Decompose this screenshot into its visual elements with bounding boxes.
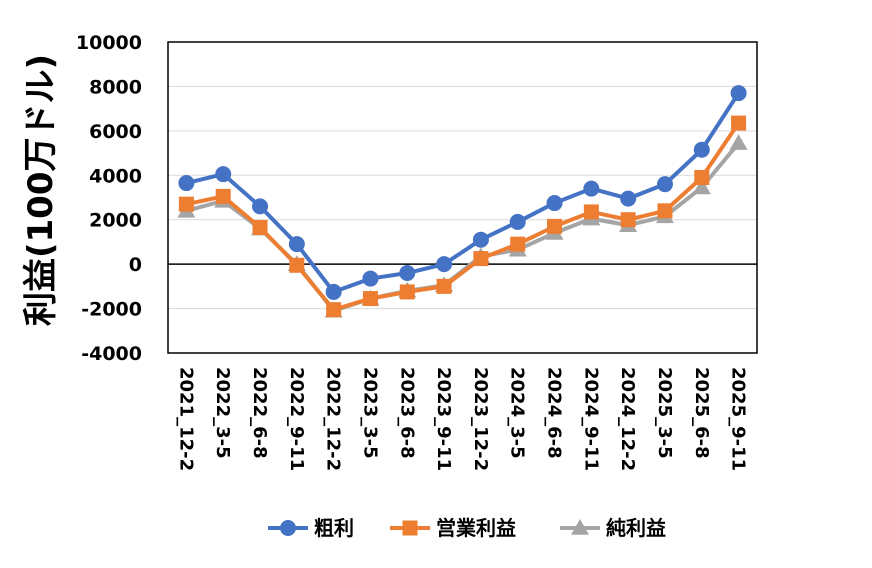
x-tick-label: 2022_9-11 [286,367,307,471]
data-point [215,188,231,204]
series-0 [178,85,747,300]
y-tick-label: 2000 [89,210,142,232]
data-point [326,302,342,318]
data-point [509,213,526,230]
data-point [583,180,600,197]
y-tick-label: 6000 [89,121,142,143]
series-line [185,121,741,312]
data-point [288,236,305,253]
y-tick-label: 8000 [89,76,142,98]
legend-label: 営業利益 [436,516,516,540]
x-tick-label: 2024_12-2 [617,367,638,471]
data-point [694,170,710,186]
x-tick-label: 2023_6-8 [396,367,417,459]
x-tick-label: 2022_12-2 [323,367,344,471]
plot-area-border [167,41,758,354]
data-point [583,204,599,220]
x-tick-label: 2021_12-2 [175,367,196,471]
y-axis-label: 利益(100万ドル) [21,54,61,326]
data-point [473,251,489,267]
series-line [185,141,741,313]
legend-label: 粗利 [314,516,354,540]
data-point [289,257,305,273]
data-point [472,231,489,248]
axes: -4000 -2000 0 2000 4000 6000 8000 10000 2021_12-… [76,32,758,471]
data-point [215,166,232,183]
data-point [436,256,453,273]
x-tick-label: 2022_6-8 [249,367,270,459]
data-point [399,265,416,282]
x-tick-label: 2023_3-5 [359,367,380,459]
legend-label: 純利益 [606,516,666,540]
y-tick-label: 0 [129,254,142,276]
x-tick-label: 2023_9-11 [433,367,454,471]
series-1 [178,115,747,318]
data-point [178,175,195,192]
x-tick-label: 2022_3-5 [212,367,233,459]
data-point [547,218,563,234]
data-point [620,190,637,207]
legend-marker [571,519,589,535]
y-tick-label: 4000 [89,165,142,187]
legend-item: 粗利 [268,516,354,540]
data-point [325,283,342,300]
gridlines [168,85,757,310]
legend-item: 営業利益 [390,516,516,540]
series-line [185,92,741,294]
data-point [436,278,452,294]
data-point [692,178,711,195]
data-point [656,176,673,193]
x-tick-label: 2024_6-8 [544,367,565,459]
series [177,85,748,318]
data-point [729,134,748,150]
data-point [362,270,379,287]
y-tick-label: -4000 [81,343,142,365]
data-point [731,115,747,131]
data-point [657,203,673,219]
x-tick-label: 2025_6-8 [691,367,712,459]
x-tick-label: 2025_9-11 [728,367,749,471]
legend-marker [280,520,296,536]
y-tick-label: 10000 [76,32,142,54]
x-tick-label: 2024_9-11 [580,367,601,471]
data-point [252,219,268,235]
data-point [693,141,710,158]
data-point [510,236,526,252]
data-point [546,195,563,212]
x-tick-label: 2024_3-5 [507,367,528,459]
y-tick-label: -2000 [81,299,142,321]
x-tick-label: 2023_12-2 [470,367,491,471]
data-point [178,196,194,212]
legend-marker [402,520,418,536]
legend: 粗利 営業利益 純利益 [268,516,666,540]
legend-item: 純利益 [560,516,666,540]
data-point [620,212,636,228]
data-point [362,291,378,307]
data-point [730,85,747,102]
x-tick-label: 2025_3-5 [654,367,675,459]
data-point [399,284,415,300]
data-point [252,198,269,215]
